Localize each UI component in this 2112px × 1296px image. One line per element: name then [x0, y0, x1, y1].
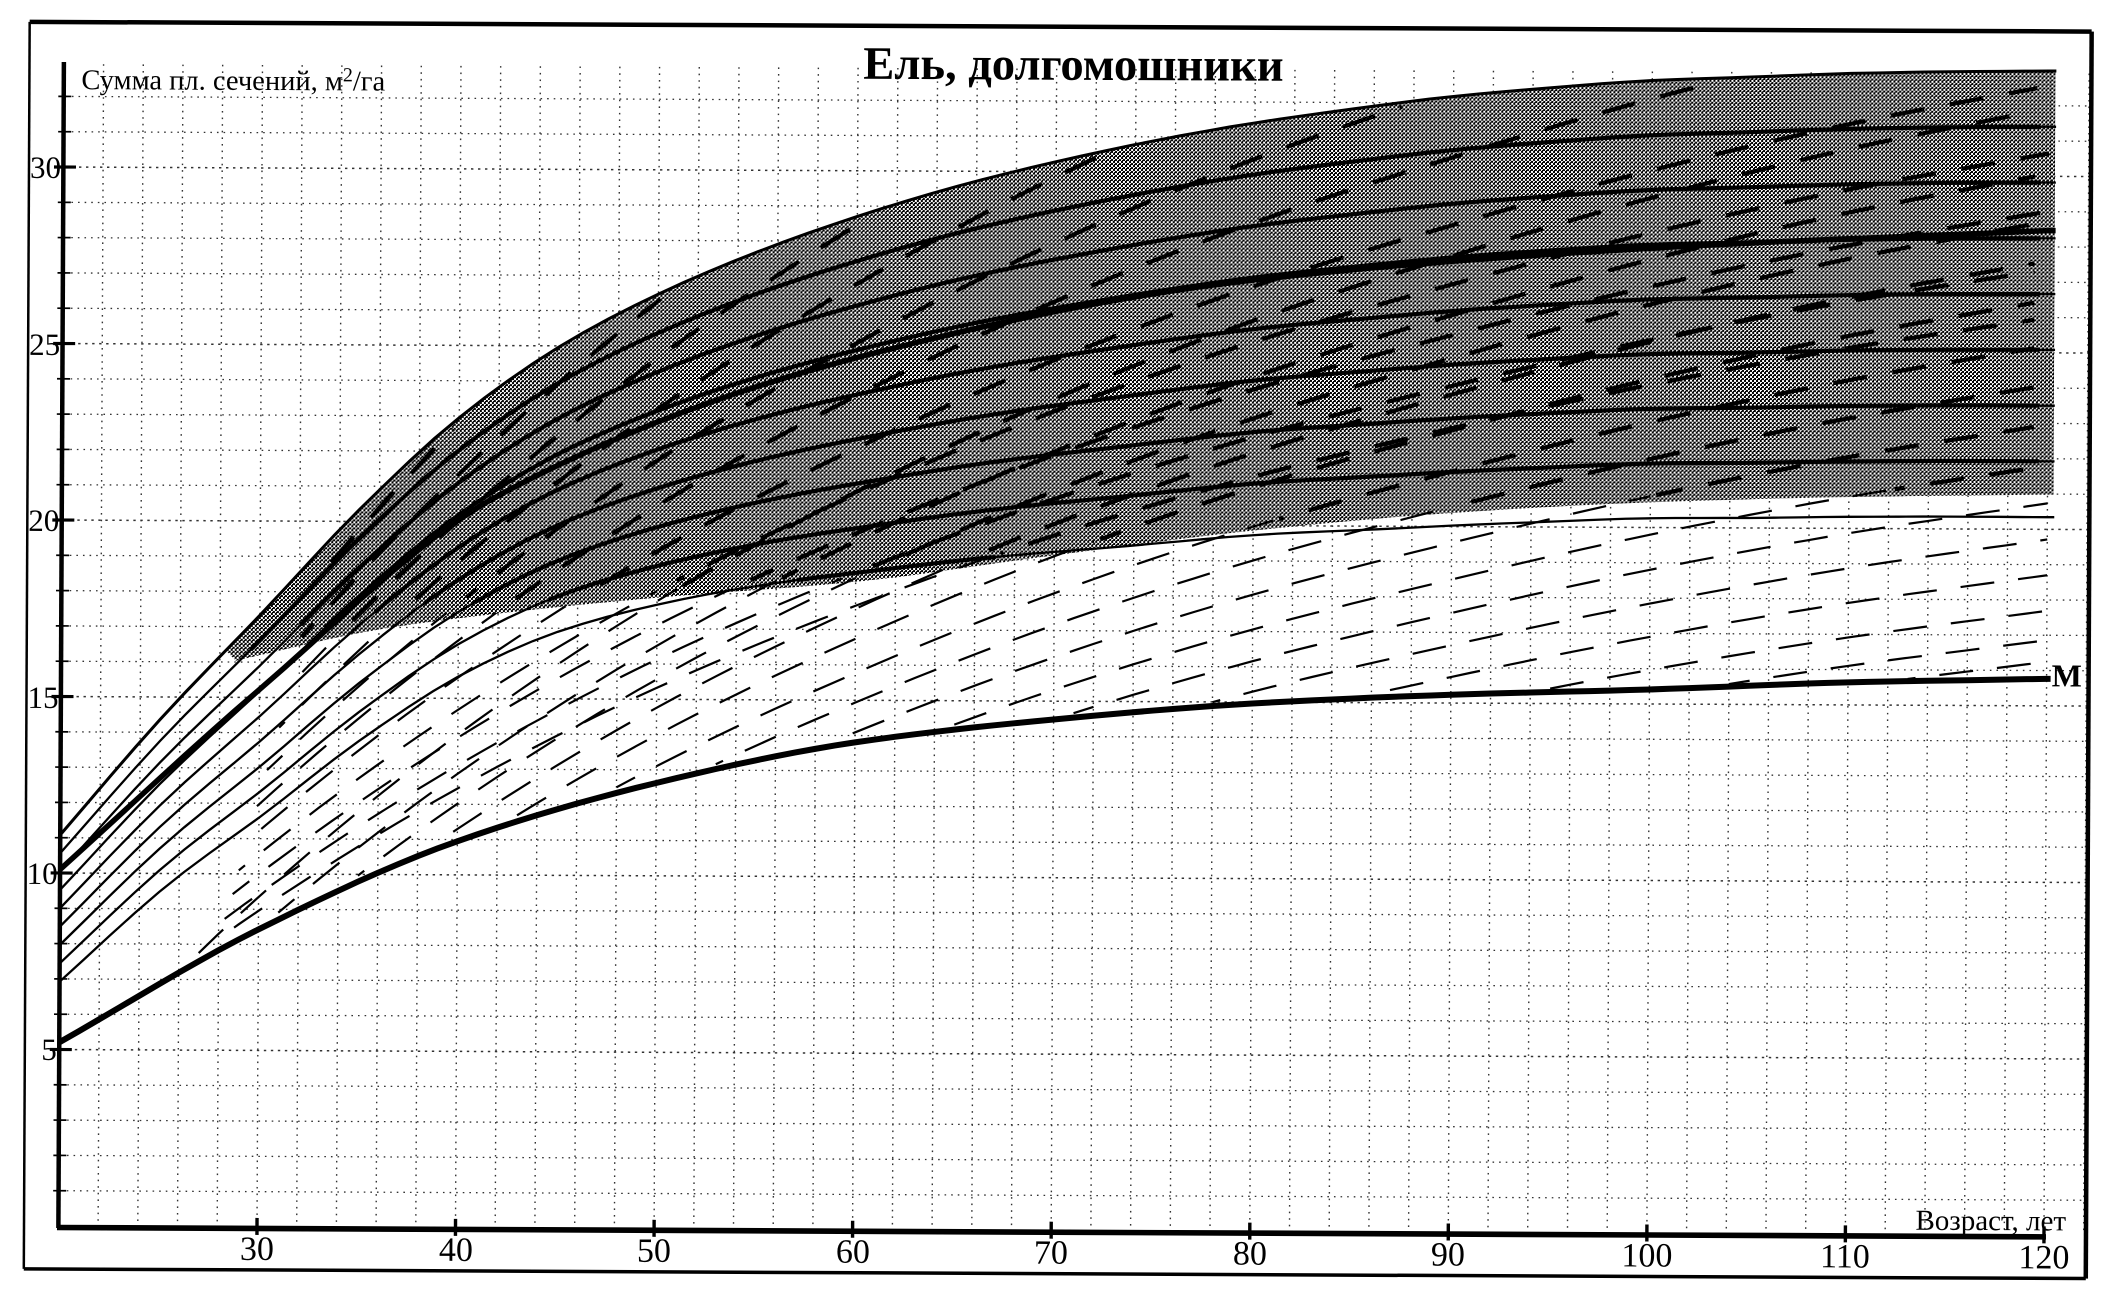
svg-text:40: 40 [439, 1232, 473, 1269]
svg-text:110: 110 [1820, 1238, 1870, 1275]
svg-text:100: 100 [1621, 1237, 1672, 1274]
svg-text:30: 30 [240, 1231, 274, 1268]
svg-text:80: 80 [1233, 1236, 1267, 1273]
svg-text:25: 25 [29, 327, 60, 362]
svg-text:Возраст, лет: Возраст, лет [1915, 1205, 2066, 1238]
svg-text:90: 90 [1431, 1236, 1465, 1273]
svg-text:5: 5 [41, 1032, 57, 1067]
svg-text:Ель, долгомошники: Ель, долгомошники [863, 39, 1283, 92]
svg-text:Сумма пл. сечений, м2/га: Сумма пл. сечений, м2/га [81, 63, 385, 97]
svg-text:50: 50 [637, 1233, 671, 1270]
svg-text:15: 15 [27, 680, 58, 715]
svg-text:120: 120 [2018, 1239, 2069, 1276]
svg-text:30: 30 [30, 150, 61, 185]
svg-text:60: 60 [836, 1234, 870, 1271]
svg-text:М: М [2052, 657, 2082, 693]
svg-text:20: 20 [28, 503, 59, 538]
svg-text:10: 10 [27, 856, 58, 891]
svg-text:70: 70 [1034, 1235, 1068, 1272]
